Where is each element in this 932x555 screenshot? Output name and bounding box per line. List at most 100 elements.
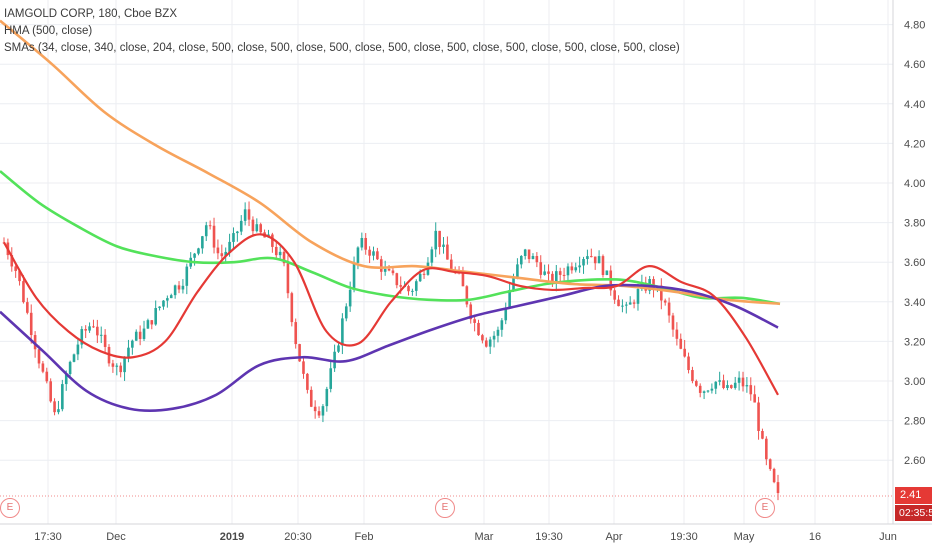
price-tick-label: 3.20 xyxy=(904,336,925,348)
candle-body xyxy=(601,256,605,275)
candle-body xyxy=(605,270,609,275)
candle-body xyxy=(376,251,379,260)
candle-body xyxy=(461,273,465,287)
candle-body xyxy=(469,304,473,320)
candle-body xyxy=(41,363,45,372)
candle-body xyxy=(290,293,294,323)
candle-body xyxy=(492,335,496,340)
candle-body xyxy=(92,326,95,328)
sma-legend[interactable]: SMAs (34, close, 340, close, 204, close,… xyxy=(4,42,680,54)
candle-body xyxy=(243,209,247,221)
price-tick-label: 3.60 xyxy=(904,257,925,269)
candle-body xyxy=(364,237,368,250)
hma-legend[interactable]: HMA (500, close) xyxy=(4,25,93,37)
candle-body xyxy=(695,381,698,386)
earnings-marker[interactable]: E xyxy=(0,498,20,518)
candle-body xyxy=(399,285,403,287)
time-tick-label: May xyxy=(734,531,755,543)
candle-body xyxy=(64,374,68,385)
candle-body xyxy=(368,249,371,256)
candle-body xyxy=(516,264,519,278)
time-axis-labels: 17:30 Dec 2019 20:30 Feb Mar 19:30 Apr 19:30 May 1… xyxy=(34,531,897,543)
candle-body xyxy=(508,290,511,309)
candle-body xyxy=(582,259,585,266)
candle-body xyxy=(169,295,173,299)
last-price-badge: 2.41 xyxy=(895,487,932,504)
time-tick-label: Apr xyxy=(605,531,622,543)
earnings-marker[interactable]: E xyxy=(755,498,775,518)
price-tick-label: 3.00 xyxy=(904,376,925,388)
price-tick-label: 3.40 xyxy=(904,297,925,309)
candle-body xyxy=(185,266,189,286)
candle-body xyxy=(418,273,422,282)
price-tick-label: 4.00 xyxy=(904,178,925,190)
candle-body xyxy=(208,225,212,227)
candle-body xyxy=(391,270,395,274)
candle-body xyxy=(212,225,216,248)
candle-body xyxy=(741,377,745,387)
candle-body xyxy=(761,430,764,439)
candle-body xyxy=(341,318,344,346)
candle-body xyxy=(134,331,138,341)
candle-body xyxy=(220,253,224,257)
candle-body xyxy=(590,256,593,258)
candle-body xyxy=(570,266,574,271)
candle-body xyxy=(49,381,52,402)
candle-body xyxy=(430,249,434,263)
candle-body xyxy=(551,273,554,284)
candle-body xyxy=(150,320,154,325)
candle-body xyxy=(593,256,597,264)
candle-body xyxy=(481,335,484,341)
candle-body xyxy=(313,406,317,412)
ma-line-sma-204 xyxy=(0,283,779,412)
chart-legend: IAMGOLD CORP, 180, Cboe BZX HMA (500, cl… xyxy=(4,6,680,57)
candle-body xyxy=(26,302,29,313)
candle-body xyxy=(344,306,348,319)
candle-body xyxy=(449,259,453,270)
earnings-marker[interactable]: E xyxy=(435,498,455,518)
candle-body xyxy=(531,255,535,260)
candle-body xyxy=(255,224,259,232)
candle-body xyxy=(57,409,60,413)
candle-body xyxy=(726,385,729,388)
candle-body xyxy=(142,328,146,339)
candle-body xyxy=(251,219,255,232)
candle-body xyxy=(737,377,741,383)
candle-body xyxy=(757,402,760,431)
candle-body xyxy=(718,380,721,382)
candle-body xyxy=(10,255,14,267)
candle-body xyxy=(749,385,753,395)
candle-body xyxy=(562,274,566,276)
time-tick-label: 19:30 xyxy=(670,531,698,543)
candle-body xyxy=(527,249,531,260)
candle-body xyxy=(294,322,298,345)
candle-body xyxy=(772,468,776,483)
candle-body xyxy=(710,388,714,391)
candle-body xyxy=(356,247,360,263)
candle-body xyxy=(547,271,550,274)
candle-body xyxy=(434,230,438,250)
price-tick-label: 4.60 xyxy=(904,59,925,71)
candle-body xyxy=(127,347,130,357)
candle-body xyxy=(154,308,157,325)
candle-body xyxy=(691,370,694,382)
candle-body xyxy=(298,344,301,362)
candle-body xyxy=(68,361,72,375)
candle-body xyxy=(173,285,177,296)
candle-body xyxy=(687,356,690,371)
candle-body xyxy=(236,231,239,234)
candle-body xyxy=(411,290,414,292)
candle-body xyxy=(232,233,235,242)
price-axis-labels: 4.80 4.60 4.40 4.20 4.00 3.80 3.60 3.40 3.20 3.00… xyxy=(904,20,925,468)
candle-body xyxy=(119,365,122,373)
candle-body xyxy=(306,373,309,390)
candle-body xyxy=(484,340,488,347)
symbol-title[interactable]: IAMGOLD CORP, 180, Cboe BZX xyxy=(4,8,177,20)
candle-body xyxy=(302,361,305,374)
candle-body xyxy=(523,249,527,257)
candle-body xyxy=(204,225,208,237)
candle-body xyxy=(22,281,25,303)
candle-body xyxy=(617,299,620,307)
